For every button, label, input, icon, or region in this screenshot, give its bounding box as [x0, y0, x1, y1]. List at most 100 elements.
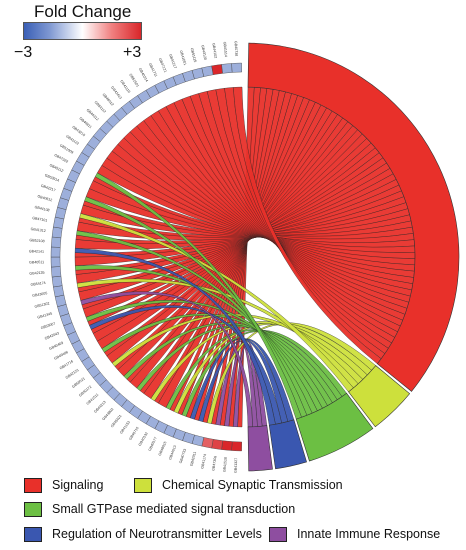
gene-label: GB51501: [128, 73, 139, 88]
gene-label: GB41345: [37, 312, 53, 320]
gene-label: GB54174: [30, 281, 46, 287]
term-arc-chemical: [348, 365, 411, 428]
gene-label: GB41122: [65, 134, 80, 146]
gene-label: GB41217: [168, 54, 177, 70]
gene-label: GB53007: [40, 321, 56, 330]
gene-label: GB42413: [110, 86, 123, 100]
term-arc-gtpase: [295, 392, 374, 462]
gene-label: GB40177: [148, 436, 158, 451]
gene-label: GB42043: [44, 331, 60, 340]
gene-label: GB41511: [86, 393, 100, 406]
gene-label: GB45021: [110, 414, 123, 428]
gene-label: GB45112: [49, 163, 64, 173]
fold-change-max-label: +3: [123, 44, 142, 61]
gene-label: GB54112: [94, 100, 107, 114]
fold-change-cell: [50, 256, 61, 268]
legend-label-chemical-synaptic: Chemical Synaptic Transmission: [162, 478, 343, 492]
gene-label: GB42135: [29, 271, 44, 276]
gene-label: GB51302: [34, 301, 50, 308]
legend-label-neurotransmitter: Regulation of Neurotransmitter Levels: [52, 527, 262, 541]
legend-innate-immune: Innate Immune Response: [269, 525, 440, 543]
gene-label: GB43120: [200, 45, 207, 61]
fold-change-cell: [221, 63, 233, 74]
term-arc-signaling: [247, 42, 460, 392]
gene-label: GB44102: [211, 43, 217, 59]
legend-small-gtpase: Small GTPase mediated signal transductio…: [24, 500, 295, 518]
gene-label: GB50172: [78, 385, 92, 398]
gene-label: GB42217: [40, 184, 56, 193]
gene-label: GB47306: [211, 456, 217, 472]
gene-label: GB41518: [222, 457, 227, 472]
gene-label: GB41514: [223, 42, 228, 57]
legend-chemical-synaptic: Chemical Synaptic Transmission: [134, 476, 343, 494]
fold-change-cell: [201, 65, 214, 77]
legend-swatch-neurotransmitter: [24, 526, 42, 542]
fold-change-cell: [221, 440, 233, 451]
gene-label: GB52108: [29, 238, 44, 243]
gene-label: GB41153: [119, 420, 131, 435]
gene-label: GB44108: [34, 205, 50, 212]
fold-change-ring: [50, 62, 242, 452]
gene-label: GB51115: [190, 48, 198, 63]
gene-label: GB40811: [78, 116, 92, 129]
term-arcs: [247, 42, 460, 472]
gene-label: GB41716: [59, 359, 74, 370]
fold-change-cell: [231, 62, 242, 73]
gene-label: GB48015: [158, 441, 168, 457]
legend-swatch-chemical-synaptic: [134, 477, 152, 493]
gene-label: GB44312: [86, 108, 100, 121]
fold-change-cell: [54, 294, 67, 307]
fold-change-cell: [231, 441, 242, 452]
gene-label: GB44213: [93, 400, 106, 414]
fold-change-title: Fold Change: [34, 2, 132, 21]
gene-label: GB41711: [148, 62, 158, 77]
gene-label: GB40132: [138, 431, 149, 446]
gene-label: GB44913: [168, 445, 177, 461]
gene-label: GB42141: [29, 249, 44, 253]
fold-change-cell: [211, 439, 223, 450]
fold-change-cell: [51, 236, 62, 248]
gene-label: GB43210: [71, 125, 86, 137]
gene-label: GB41312: [30, 227, 46, 233]
gene-label: GB41174: [200, 454, 207, 469]
fold-change-cell: [51, 226, 63, 239]
term-arc-neuro: [268, 419, 307, 470]
fold-change-cell: [51, 275, 63, 288]
legend-neurotransmitter: Regulation of Neurotransmitter Levels: [24, 525, 262, 543]
gene-label: GB46408: [53, 350, 68, 361]
legend-swatch-small-gtpase: [24, 501, 42, 517]
gene-label: GB40612: [37, 194, 53, 202]
fold-change-cell: [50, 246, 61, 258]
legend-signaling: Signaling: [24, 476, 103, 494]
fold-change-cell: [51, 266, 62, 278]
legend-swatch-signaling: [24, 477, 42, 493]
gene-label: GB40511: [29, 260, 44, 264]
gene-label: GB43005: [32, 291, 48, 298]
fold-change-colorbar: [23, 22, 142, 40]
chord-ribbons: [74, 86, 416, 428]
gene-label: GB40738: [234, 41, 239, 56]
legend-label-innate-immune: Innate Immune Response: [297, 527, 441, 541]
gene-label: GB41119: [119, 79, 131, 93]
gene-label: GB47101: [32, 216, 48, 223]
term-arc-immune: [247, 425, 273, 472]
legend-label-small-gtpase: Small GTPase mediated signal transductio…: [52, 502, 296, 516]
gene-label: GB41327: [234, 458, 239, 473]
gene-label: GB40409: [49, 341, 64, 351]
fold-change-min-label: −3: [14, 44, 33, 61]
gene-label: GB40214: [138, 67, 149, 82]
fold-change-cell: [211, 64, 223, 75]
gene-label: GB55021: [71, 377, 86, 389]
gene-label: GB41001: [179, 50, 187, 66]
gene-label: GB43802: [101, 407, 114, 421]
gene-label: GB46012: [102, 93, 115, 107]
legend-label-signaling: Signaling: [52, 478, 104, 492]
gene-label: GB42011: [190, 451, 198, 466]
fold-change-cell: [53, 285, 65, 298]
gene-label: GB47322: [54, 153, 69, 164]
gene-label: GB42121: [65, 368, 80, 380]
gene-label: GB51009: [59, 143, 74, 154]
gene-label: GB40710: [128, 426, 139, 441]
